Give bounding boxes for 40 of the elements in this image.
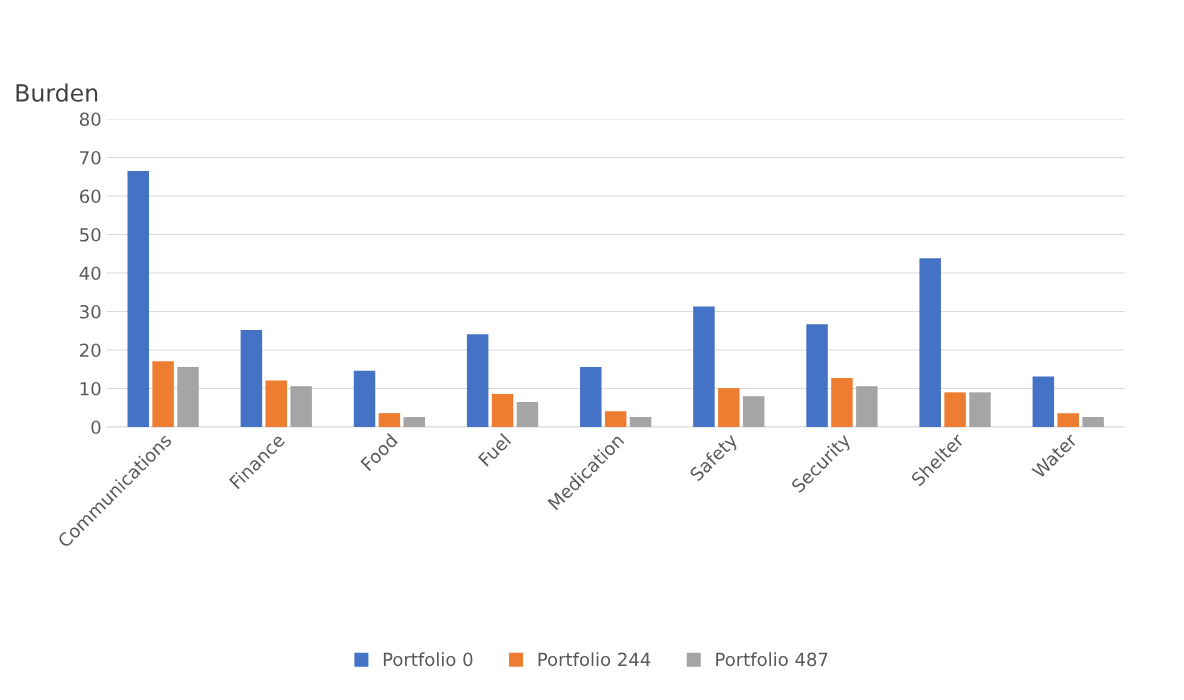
y-tick-label: 80 — [79, 112, 101, 127]
bar — [944, 392, 966, 427]
bar — [718, 388, 740, 427]
bar — [516, 401, 539, 427]
bar — [969, 392, 991, 427]
bar — [290, 386, 312, 427]
y-tick-label: 30 — [80, 304, 101, 319]
bar — [856, 386, 878, 427]
bar — [604, 411, 627, 427]
bar — [693, 306, 715, 427]
y-axis-title: Burden — [16, 83, 98, 102]
legend-label: Portfolio 0 — [383, 652, 473, 667]
y-tick-label: 70 — [80, 150, 101, 165]
y-tick-label: 50 — [80, 227, 101, 242]
bar — [629, 416, 652, 427]
legend-label: Portfolio 487 — [716, 652, 828, 667]
bar — [403, 416, 426, 427]
bar — [831, 378, 853, 427]
bar — [177, 366, 199, 427]
bar — [152, 361, 174, 427]
y-tick-label: 60 — [79, 189, 101, 204]
bar — [466, 334, 489, 427]
bar — [353, 370, 376, 427]
bar — [491, 393, 514, 427]
y-tick-label: 0 — [91, 420, 101, 435]
bar — [265, 380, 288, 427]
y-tick-label: 20 — [80, 343, 101, 358]
y-tick-label: 10 — [80, 381, 101, 396]
bar — [919, 258, 941, 427]
bar — [378, 413, 401, 427]
bar — [742, 396, 765, 427]
bar — [1057, 413, 1079, 427]
bar — [240, 329, 263, 427]
bar — [1082, 416, 1104, 427]
y-tick-label: 40 — [79, 266, 101, 281]
bar — [580, 366, 602, 427]
bar — [806, 324, 828, 427]
bar — [127, 170, 149, 427]
bar — [1032, 376, 1055, 427]
legend-label: Portfolio 244 — [538, 652, 651, 667]
